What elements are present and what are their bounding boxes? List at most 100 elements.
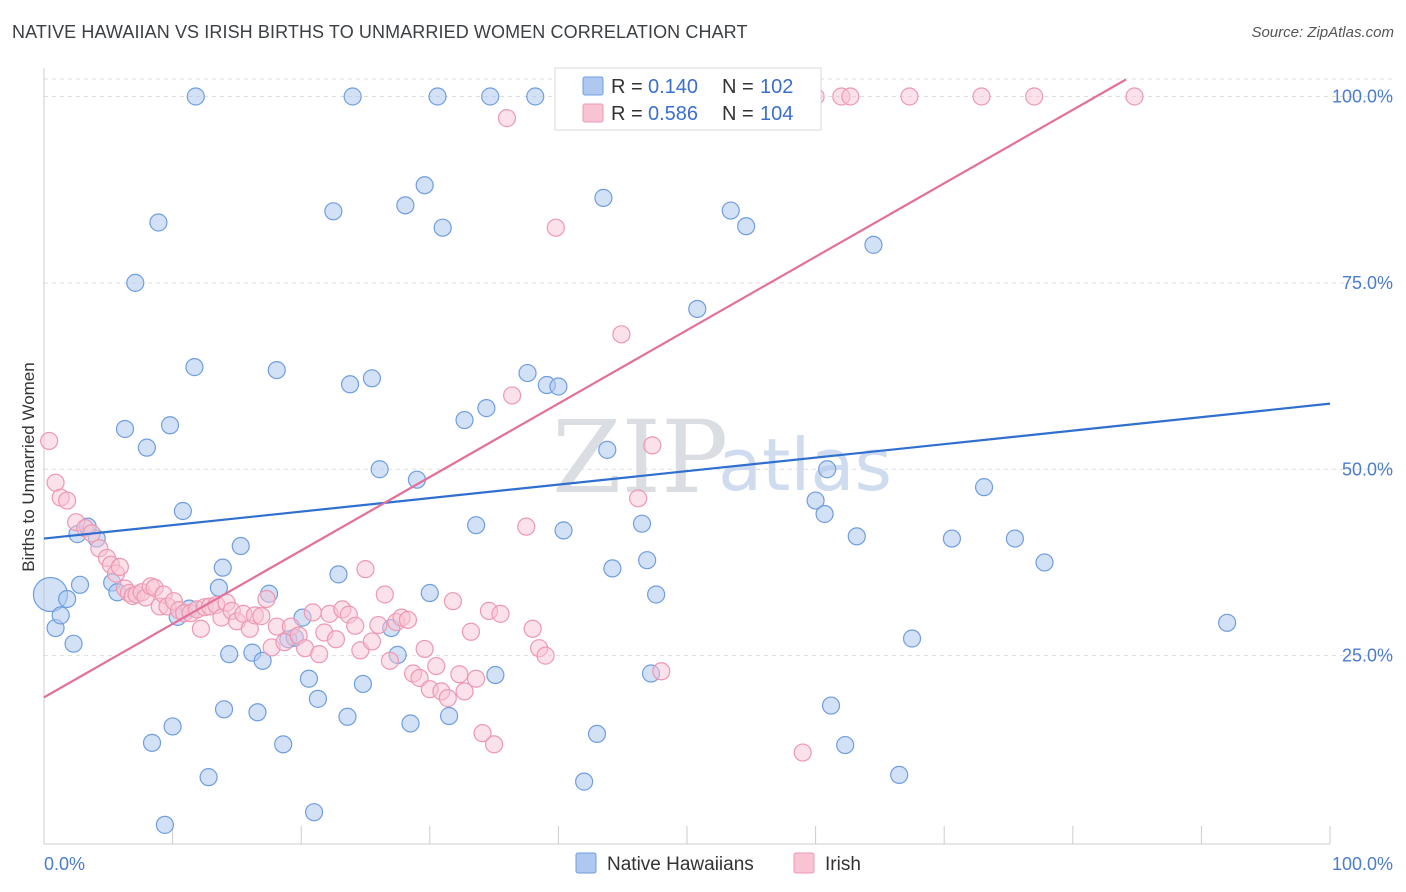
data-point-native-hawaiians [155, 815, 174, 834]
data-point-native-hawaiians [340, 375, 360, 394]
data-point-native-hawaiians [173, 501, 192, 521]
data-point-native-hawaiians [185, 358, 204, 377]
legend-r-label-2: R = [611, 103, 643, 125]
data-point-native-hawaiians [396, 196, 415, 215]
data-point-native-hawaiians [160, 416, 180, 435]
data-point-native-hawaiians [526, 87, 545, 106]
data-point-native-hawaiians [115, 419, 135, 439]
data-point-native-hawaiians [299, 669, 319, 688]
data-point-native-hawaiians [186, 87, 205, 106]
data-point-native-hawaiians [248, 703, 267, 722]
data-point-native-hawaiians [518, 363, 537, 383]
data-point-irish [303, 603, 322, 622]
y-tick-label: 25.0% [1342, 646, 1393, 666]
data-point-native-hawaiians [1005, 529, 1025, 548]
data-point-native-hawaiians [806, 491, 825, 510]
data-point-irish [523, 619, 542, 638]
series-label-irish: Irish [825, 854, 861, 875]
data-point-native-hawaiians [267, 360, 286, 380]
data-point-native-hawaiians [439, 706, 459, 726]
data-point-irish [40, 431, 59, 451]
data-point-native-hawaiians [836, 735, 855, 755]
data-point-native-hawaiians [721, 201, 740, 220]
data-point-native-hawaiians [554, 521, 573, 540]
data-point-native-hawaiians [214, 700, 234, 719]
chart-title: NATIVE HAWAIIAN VS IRISH BIRTHS TO UNMAR… [12, 22, 748, 42]
data-point-irish [369, 615, 388, 635]
data-point-native-hawaiians [343, 87, 362, 106]
data-point-native-hawaiians [420, 583, 439, 603]
data-point-irish [517, 517, 536, 536]
data-point-native-hawaiians [126, 273, 145, 292]
legend-r-value-1: 0.140 [648, 76, 698, 98]
data-point-irish [398, 610, 418, 629]
data-point-irish [629, 489, 648, 508]
data-point-irish [362, 632, 382, 651]
data-point-irish [503, 386, 522, 405]
data-point-native-hawaiians [455, 410, 474, 430]
data-point-irish [110, 557, 129, 577]
data-point-irish [900, 87, 919, 106]
y-tick-label: 100.0% [1332, 87, 1393, 107]
data-point-native-hawaiians [942, 529, 962, 548]
data-point-native-hawaiians [142, 733, 162, 752]
data-point-native-hawaiians [1035, 553, 1054, 572]
data-point-irish [346, 616, 365, 635]
data-point-native-hawaiians [428, 87, 447, 106]
data-point-irish [380, 651, 400, 670]
data-point-irish [536, 646, 555, 665]
data-point-native-hawaiians [58, 589, 77, 609]
y-tick-label: 75.0% [1342, 273, 1393, 293]
data-point-native-hawaiians [477, 399, 496, 418]
data-point-irish [356, 560, 375, 579]
data-point-irish [793, 743, 812, 762]
data-point-irish [450, 665, 469, 684]
data-point-irish [546, 218, 565, 237]
data-point-native-hawaiians [737, 217, 756, 236]
stats-legend: R = 0.140 N = 102 R = 0.586 N = 104 [554, 67, 822, 131]
data-point-native-hawaiians [647, 585, 666, 604]
data-point-native-hawaiians [401, 714, 420, 733]
data-point-irish [972, 87, 991, 106]
data-point-irish [1125, 87, 1144, 106]
data-point-irish [473, 724, 492, 743]
data-point-irish [443, 592, 463, 611]
data-point-native-hawaiians [338, 707, 357, 726]
data-point-native-hawaiians [603, 559, 622, 578]
legend-n-label-2: N = [722, 103, 754, 125]
data-point-native-hawaiians [51, 606, 70, 625]
legend-r-label-1: R = [611, 76, 643, 98]
data-point-native-hawaiians [902, 629, 922, 648]
legend-n-value-1: 102 [760, 76, 793, 98]
data-point-native-hawaiians [253, 651, 272, 670]
data-point-irish [191, 619, 210, 638]
series-label-native-hawaiians: Native Hawaiians [607, 854, 754, 875]
data-point-irish [415, 639, 434, 659]
data-point-irish [497, 109, 517, 128]
data-point-irish [455, 682, 474, 701]
data-point-native-hawaiians [362, 369, 382, 388]
data-point-native-hawaiians [370, 460, 389, 479]
source-label: Source: ZipAtlas.com [1251, 24, 1394, 41]
data-point-irish [438, 689, 457, 708]
data-point-native-hawaiians [324, 202, 343, 221]
data-point-native-hawaiians [137, 438, 156, 457]
data-point-native-hawaiians [433, 218, 452, 237]
legend-r-value-2: 0.586 [648, 103, 698, 125]
series-swatch-native-hawaiians [575, 852, 597, 874]
data-point-native-hawaiians [486, 665, 505, 685]
data-point-irish [326, 630, 346, 649]
data-point-native-hawaiians [549, 377, 568, 396]
data-point-native-hawaiians [274, 735, 293, 754]
data-point-native-hawaiians [847, 527, 866, 546]
data-point-native-hawaiians [481, 87, 500, 106]
data-point-native-hawaiians [64, 634, 83, 653]
data-point-irish [1025, 87, 1044, 106]
data-point-native-hawaiians [598, 440, 617, 459]
grid-lines [44, 78, 1392, 657]
data-point-native-hawaiians [688, 299, 707, 319]
legend-n-value-2: 104 [760, 103, 793, 125]
data-point-native-hawaiians [308, 689, 328, 708]
data-point-native-hawaiians [70, 575, 90, 594]
